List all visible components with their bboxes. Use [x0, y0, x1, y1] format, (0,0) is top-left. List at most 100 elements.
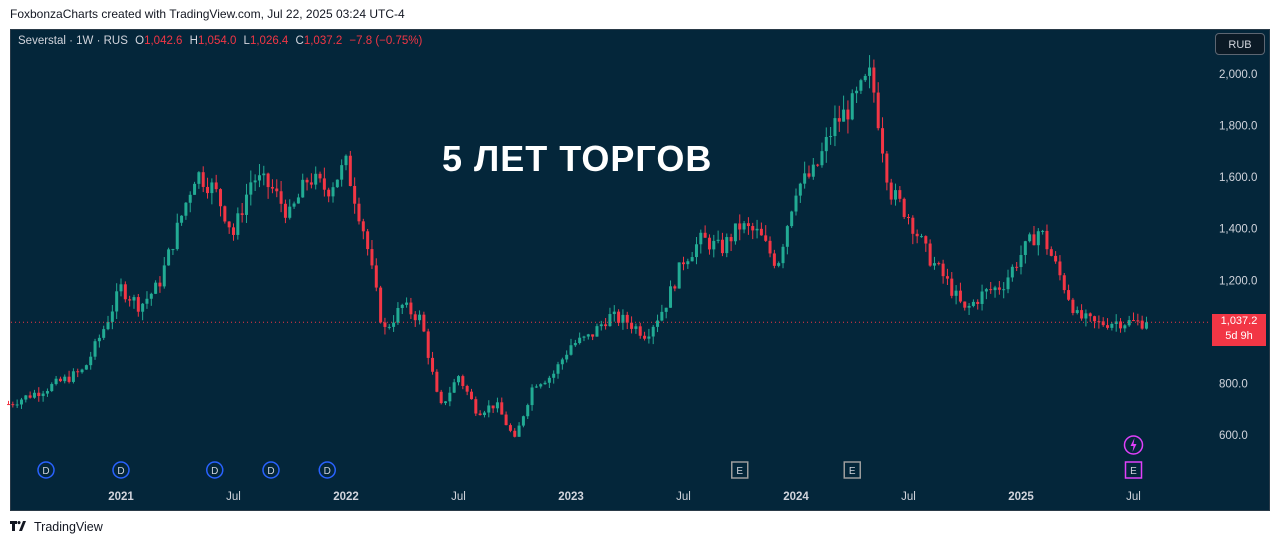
candle-body[interactable] — [482, 412, 486, 416]
candle-body[interactable] — [32, 392, 36, 398]
candle-body[interactable] — [625, 314, 629, 323]
candle-body[interactable] — [569, 345, 573, 355]
candle-body[interactable] — [924, 236, 928, 244]
candle-body[interactable] — [621, 314, 625, 323]
candle-body[interactable] — [270, 187, 274, 189]
candle-body[interactable] — [595, 326, 599, 337]
candle-body[interactable] — [958, 290, 962, 302]
candle-body[interactable] — [1049, 249, 1053, 256]
symbol-legend[interactable]: Severstal · 1W · RUS O1,042.6 H1,054.0 L… — [18, 35, 422, 47]
candle-body[interactable] — [919, 236, 923, 238]
candle-body[interactable] — [945, 276, 949, 279]
candle-body[interactable] — [690, 257, 694, 262]
candle-body[interactable] — [963, 301, 967, 308]
candle-body[interactable] — [781, 246, 785, 264]
candle-body[interactable] — [396, 307, 400, 323]
candle-body[interactable] — [340, 165, 344, 180]
candle-body[interactable] — [608, 314, 612, 327]
candle-body[interactable] — [643, 335, 647, 339]
candle-body[interactable] — [824, 136, 828, 152]
candle-body[interactable] — [444, 401, 448, 404]
candle-body[interactable] — [664, 307, 668, 312]
candle-body[interactable] — [1006, 277, 1010, 290]
candle-body[interactable] — [188, 194, 192, 203]
candle-body[interactable] — [733, 223, 737, 242]
candle-body[interactable] — [617, 311, 621, 323]
candle-body[interactable] — [426, 331, 430, 358]
candle-body[interactable] — [526, 405, 530, 417]
candle-body[interactable] — [612, 311, 616, 315]
candle-body[interactable] — [370, 249, 374, 266]
candle-body[interactable] — [855, 90, 859, 94]
candle-body[interactable] — [790, 211, 794, 227]
candle-body[interactable] — [379, 287, 383, 323]
candle-body[interactable] — [954, 290, 958, 296]
candle-body[interactable] — [993, 287, 997, 291]
candle-body[interactable] — [1062, 275, 1066, 291]
candle-body[interactable] — [547, 377, 551, 383]
candle-body[interactable] — [76, 371, 80, 373]
candle-body[interactable] — [1032, 234, 1036, 246]
candle-body[interactable] — [171, 249, 175, 251]
candle-body[interactable] — [976, 301, 980, 304]
candle-body[interactable] — [500, 402, 504, 415]
candle-body[interactable] — [573, 343, 577, 346]
candle-body[interactable] — [967, 305, 971, 308]
candle-body[interactable] — [530, 387, 534, 406]
candle-body[interactable] — [989, 289, 993, 291]
candle-body[interactable] — [513, 430, 517, 437]
candle-body[interactable] — [578, 337, 582, 344]
candle-body[interactable] — [1058, 261, 1062, 276]
candle-body[interactable] — [348, 155, 352, 186]
dividend-marker[interactable] — [206, 461, 224, 479]
candle-body[interactable] — [383, 322, 387, 327]
candle-body[interactable] — [154, 282, 158, 294]
candle-body[interactable] — [651, 326, 655, 337]
candle-body[interactable] — [1144, 322, 1148, 329]
candle-body[interactable] — [543, 382, 547, 385]
candle-body[interactable] — [292, 203, 296, 207]
candle-body[interactable] — [353, 185, 357, 204]
candle-body[interactable] — [798, 183, 802, 196]
candle-body[interactable] — [409, 302, 413, 315]
candle-body[interactable] — [846, 109, 850, 120]
candle-body[interactable] — [240, 213, 244, 215]
candle-body[interactable] — [772, 253, 776, 266]
candle-body[interactable] — [180, 215, 184, 223]
candle-body[interactable] — [357, 203, 361, 222]
candle-body[interactable] — [556, 364, 560, 374]
candle-body[interactable] — [1036, 231, 1040, 246]
candle-body[interactable] — [219, 189, 223, 207]
candle-body[interactable] — [517, 425, 521, 437]
candle-body[interactable] — [971, 301, 975, 306]
candle-body[interactable] — [448, 392, 452, 402]
candle-body[interactable] — [837, 118, 841, 122]
candle-body[interactable] — [894, 190, 898, 200]
candle-body[interactable] — [889, 182, 893, 200]
candle-body[interactable] — [279, 191, 283, 204]
candle-body[interactable] — [344, 155, 348, 166]
candle-body[interactable] — [197, 172, 201, 184]
candle-body[interactable] — [1010, 266, 1014, 278]
candle-body[interactable] — [301, 179, 305, 198]
candle-body[interactable] — [850, 93, 854, 120]
candle-body[interactable] — [318, 173, 322, 179]
candle-body[interactable] — [768, 240, 772, 254]
candle-body[interactable] — [647, 336, 651, 339]
candle-body[interactable] — [335, 179, 339, 188]
candle-body[interactable] — [15, 404, 19, 406]
candle-body[interactable] — [881, 128, 885, 154]
candle-body[interactable] — [84, 365, 88, 370]
candle-body[interactable] — [1075, 310, 1079, 313]
candle-body[interactable] — [457, 376, 460, 383]
candle-body[interactable] — [1088, 313, 1092, 317]
candle-body[interactable] — [811, 164, 815, 177]
candle-body[interactable] — [136, 297, 140, 312]
candle-body[interactable] — [686, 261, 690, 265]
candle-body[interactable] — [1110, 323, 1114, 328]
candle-body[interactable] — [712, 240, 716, 250]
candle-body[interactable] — [422, 314, 426, 332]
candle-body[interactable] — [1097, 321, 1101, 323]
candle-body[interactable] — [932, 263, 936, 266]
candle-body[interactable] — [115, 291, 119, 312]
